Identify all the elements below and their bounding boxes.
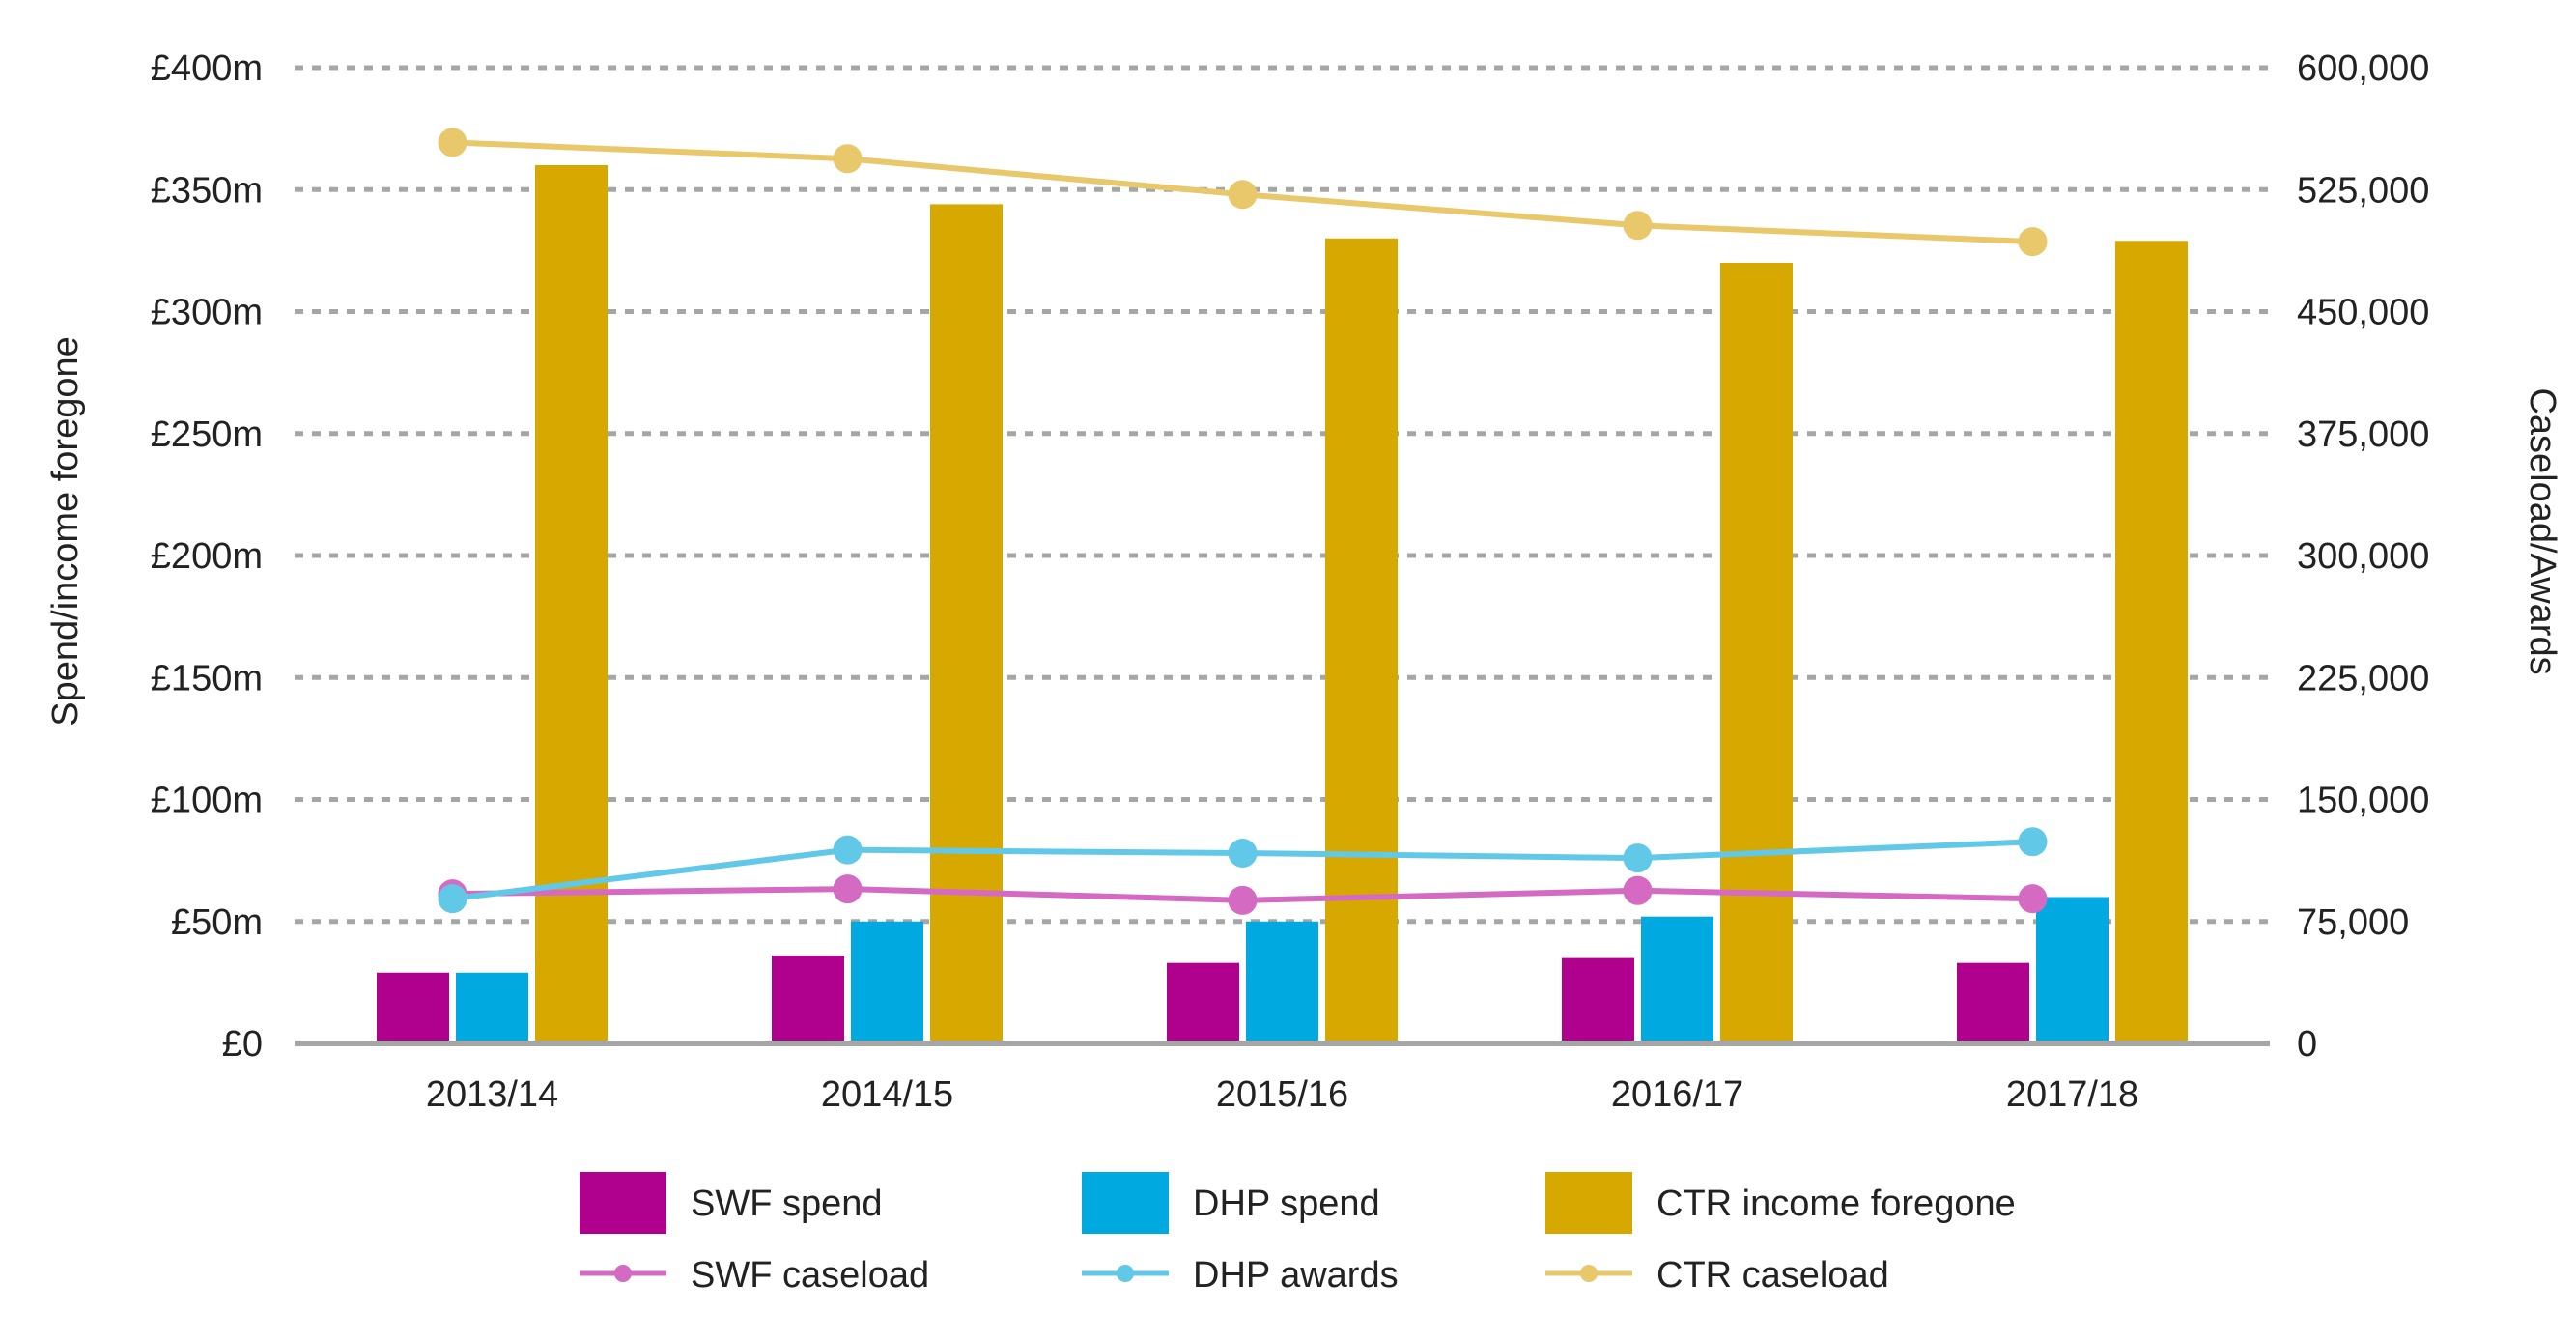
- y2-tick-label: 375,000: [2297, 414, 2429, 455]
- y2-tick-label: 150,000: [2297, 781, 2429, 821]
- bar-dhp-spend: [1246, 921, 1318, 1043]
- point-ctr-caseload: [1228, 180, 1258, 210]
- legend-marker: [1117, 1265, 1134, 1282]
- point-swf-caseload: [1228, 885, 1258, 915]
- y2-tick-label: 300,000: [2297, 536, 2429, 577]
- point-ctr-caseload: [1623, 211, 1653, 241]
- y-tick-label: £0: [222, 1024, 263, 1065]
- legend-label: SWF spend: [691, 1184, 883, 1224]
- point-swf-caseload: [833, 874, 863, 904]
- legend-label: CTR caseload: [1656, 1255, 1889, 1296]
- bar-swf-spend: [1562, 957, 1634, 1043]
- point-swf-caseload: [1623, 875, 1653, 905]
- lines: [438, 128, 2048, 915]
- y2-tick-label: 600,000: [2297, 48, 2429, 89]
- legend-marker: [1580, 1265, 1598, 1282]
- point-dhp-awards: [2018, 827, 2048, 857]
- legend-label: DHP spend: [1193, 1184, 1380, 1224]
- y2-tick-label: 225,000: [2297, 658, 2429, 699]
- bar-swf-spend: [377, 972, 449, 1043]
- point-dhp-awards: [833, 835, 863, 865]
- legend: SWF spend DHP spend CTR income foregone SWF…: [580, 1172, 2016, 1296]
- y-axis-right-ticks: 0 75,000 150,000 225,000 300,000 375,000 450,0…: [2297, 48, 2429, 1065]
- x-tick-label: 2016/17: [1611, 1074, 1743, 1115]
- y-tick-label: £100m: [151, 781, 263, 821]
- point-swf-caseload: [2018, 884, 2048, 914]
- legend-swatch: [580, 1172, 666, 1234]
- bar-dhp-spend: [1641, 916, 1713, 1043]
- bar-dhp-spend: [2036, 897, 2109, 1043]
- y-axis-right-title: Caseload/Awards: [2522, 387, 2562, 674]
- legend-swatch: [1082, 1172, 1169, 1234]
- bar-ctr-income-foregone: [930, 204, 1003, 1043]
- x-tick-label: 2017/18: [2006, 1074, 2138, 1115]
- y2-tick-label: 450,000: [2297, 293, 2429, 333]
- legend-label: CTR income foregone: [1656, 1184, 2016, 1224]
- bar-ctr-income-foregone: [1325, 238, 1398, 1043]
- point-dhp-awards: [1623, 843, 1653, 873]
- x-axis-ticks: 2013/14 2014/15 2015/16 2016/17 2017/18: [426, 1074, 2138, 1115]
- y-tick-label: £200m: [151, 536, 263, 577]
- y-tick-label: £300m: [151, 293, 263, 333]
- y-axis-left-title: Spend/income foregone: [45, 336, 86, 727]
- y-tick-label: £150m: [151, 658, 263, 699]
- y2-tick-label: 75,000: [2297, 902, 2409, 943]
- point-ctr-caseload: [833, 144, 863, 174]
- point-ctr-caseload: [2018, 227, 2048, 257]
- x-tick-label: 2015/16: [1216, 1074, 1348, 1115]
- y-tick-label: £350m: [151, 170, 263, 211]
- point-dhp-awards: [438, 884, 467, 914]
- y-tick-label: £50m: [171, 902, 263, 943]
- legend-label: SWF caseload: [691, 1255, 929, 1296]
- x-tick-label: 2013/14: [426, 1074, 558, 1115]
- bar-ctr-income-foregone: [1720, 263, 1793, 1043]
- bars: [377, 165, 2188, 1043]
- bar-dhp-spend: [851, 921, 923, 1043]
- y-tick-label: £400m: [151, 48, 263, 89]
- bar-swf-spend: [772, 956, 844, 1043]
- x-tick-label: 2014/15: [821, 1074, 953, 1115]
- legend-swatch: [1545, 1172, 1632, 1234]
- bar-ctr-income-foregone: [2115, 241, 2188, 1043]
- point-ctr-caseload: [438, 128, 467, 157]
- bar-swf-spend: [1957, 962, 2029, 1043]
- y-axis-left-ticks: £0 £50m £100m £150m £200m £250m £300m £350m £400…: [151, 48, 263, 1065]
- y2-tick-label: 525,000: [2297, 170, 2429, 211]
- legend-label: DHP awards: [1193, 1255, 1399, 1296]
- y2-tick-label: 0: [2297, 1024, 2317, 1065]
- bar-ctr-income-foregone: [535, 165, 608, 1043]
- point-dhp-awards: [1228, 839, 1258, 869]
- bar-dhp-spend: [456, 972, 528, 1043]
- legend-marker: [614, 1265, 632, 1282]
- y-tick-label: £250m: [151, 414, 263, 455]
- bar-swf-spend: [1167, 962, 1239, 1043]
